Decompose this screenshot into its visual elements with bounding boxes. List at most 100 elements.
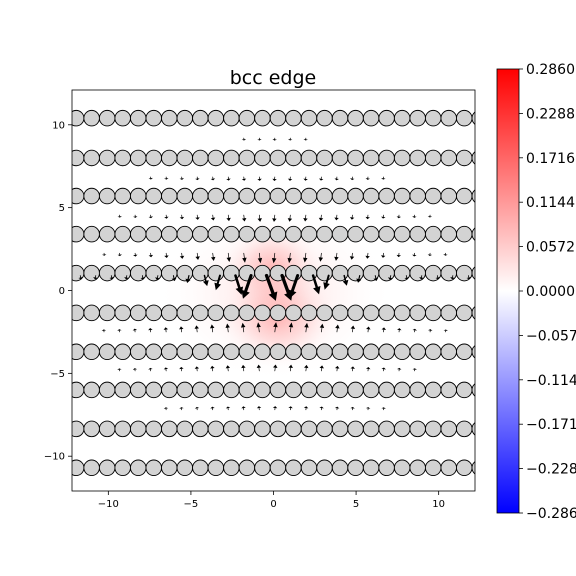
- atom-3-22: [409, 225, 426, 243]
- atom-0-7: [176, 109, 194, 127]
- atom-0-20: [378, 109, 395, 127]
- atom-1-20: [378, 149, 395, 167]
- arrow-8: [203, 274, 207, 282]
- atom-5-17: [331, 304, 349, 322]
- atom-0-6: [161, 109, 178, 127]
- colorbar-tick-label-9: −0.2288: [526, 462, 576, 478]
- arrowhead-28: [194, 406, 200, 409]
- atom-8-11: [238, 420, 256, 438]
- atom-9-26: [471, 461, 475, 475]
- atom-6-25: [456, 343, 473, 361]
- arrowhead-95: [271, 257, 277, 264]
- atom-3-15: [300, 225, 318, 243]
- y-tick-label-3: 5: [59, 203, 65, 214]
- atom-2-3: [114, 187, 131, 205]
- atom-1-2: [98, 149, 116, 167]
- y-tick-label-0: −10: [44, 452, 65, 463]
- atom-7-21: [393, 381, 411, 399]
- arrowhead-117: [272, 218, 277, 222]
- atom-5-18: [347, 304, 364, 322]
- atom-4-16: [316, 264, 333, 282]
- atom-1-5: [145, 149, 163, 167]
- arrow-75: [321, 327, 323, 333]
- atom-3-14: [285, 225, 302, 243]
- y-tick-label-2: 0: [59, 286, 65, 297]
- arrowhead-65: [163, 327, 169, 330]
- arrowhead-42: [132, 368, 138, 370]
- arrow-71: [258, 326, 260, 333]
- arrowhead-86: [133, 254, 138, 257]
- arrowhead-36: [319, 406, 324, 409]
- atom-0-16: [316, 109, 333, 127]
- atom-5-3: [114, 304, 131, 322]
- atom-8-10: [223, 420, 240, 438]
- arrow-96: [289, 252, 291, 259]
- atom-2-5: [145, 187, 163, 205]
- x-tick-label-3: 5: [353, 499, 359, 510]
- atom-9-13: [269, 459, 287, 477]
- arrowhead-70: [240, 322, 246, 328]
- atom-5-4: [129, 304, 147, 322]
- atom-7-7: [176, 381, 194, 399]
- atom-2-10: [223, 187, 240, 205]
- displacement-arrows: [78, 137, 472, 411]
- arrowhead-8: [202, 280, 209, 287]
- atom-7-9: [207, 381, 225, 399]
- arrow-94: [258, 252, 261, 259]
- arrowhead-139: [318, 178, 324, 181]
- atom-0-3: [114, 109, 131, 127]
- atom-2-0: [72, 187, 85, 205]
- arrowhead-47: [210, 365, 215, 369]
- atom-1-16: [316, 149, 333, 167]
- atom-1-23: [424, 149, 442, 167]
- arrowhead-63: [132, 328, 138, 331]
- arrowhead-54: [319, 365, 324, 369]
- arrowhead-124: [381, 216, 386, 219]
- atom-8-17: [331, 420, 349, 438]
- atom-9-20: [378, 459, 395, 477]
- atom-7-2: [98, 381, 116, 399]
- atom-0-8: [192, 109, 209, 127]
- atom-8-0: [72, 420, 85, 438]
- atom-8-23: [424, 420, 442, 438]
- atom-4-22: [409, 264, 426, 282]
- atom-1-21: [393, 149, 411, 167]
- arrowhead-138: [303, 178, 308, 181]
- atom-7-24: [440, 381, 457, 399]
- arrowhead-94: [257, 257, 263, 264]
- atom-7-17: [331, 381, 349, 399]
- atom-6-16: [316, 343, 333, 361]
- atom-1-12: [254, 149, 271, 167]
- atom-8-22: [409, 420, 426, 438]
- atom-7-25: [456, 381, 473, 399]
- atom-9-22: [409, 459, 426, 477]
- arrowhead-56: [350, 366, 355, 369]
- atom-8-20: [378, 420, 395, 438]
- atom-3-6: [161, 225, 178, 243]
- atom-6-0: [72, 343, 85, 361]
- arrowhead-76: [335, 324, 340, 329]
- plot-area: [71, 89, 476, 492]
- atom-5-9: [207, 304, 225, 322]
- atom-7-14: [285, 381, 302, 399]
- atom-6-6: [161, 343, 178, 361]
- atom-4-18: [347, 264, 364, 282]
- atom-1-10: [223, 149, 240, 167]
- arrow-6: [172, 275, 175, 279]
- atom-9-7: [176, 459, 194, 477]
- atom-4-1: [83, 264, 100, 282]
- atom-0-25: [456, 109, 473, 127]
- colorbar-tick-label-10: −0.2860: [526, 506, 576, 522]
- arrowhead-59: [397, 367, 402, 370]
- arrowhead-68: [210, 324, 215, 329]
- arrow-19: [374, 275, 377, 279]
- atom-7-0: [72, 381, 85, 399]
- atom-5-16: [316, 304, 333, 322]
- arrowhead-108: [133, 216, 138, 218]
- atom-5-20: [378, 304, 395, 322]
- atom-5-26: [471, 306, 475, 320]
- arrowhead-133: [226, 178, 231, 181]
- y-axis: −10 −5 0 5 10: [44, 120, 72, 463]
- atom-8-1: [83, 420, 100, 438]
- arrow-97: [304, 252, 307, 259]
